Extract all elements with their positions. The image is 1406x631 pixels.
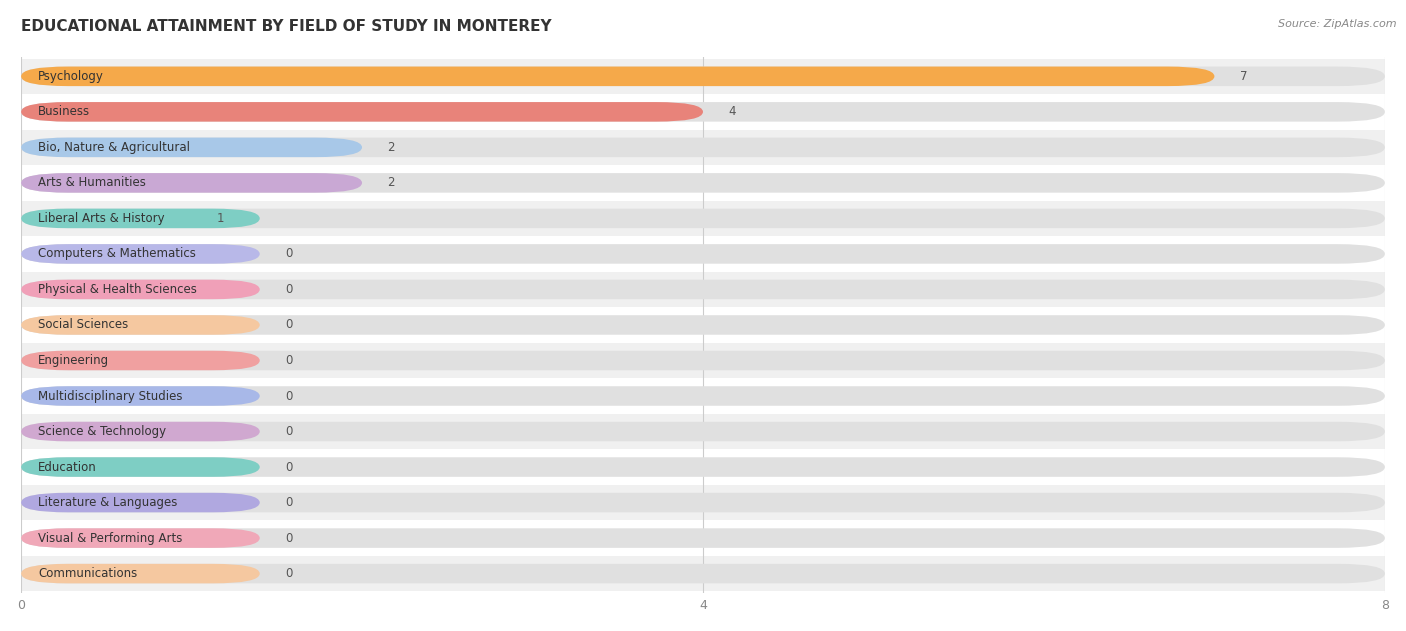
FancyBboxPatch shape (21, 485, 1385, 521)
Text: Science & Technology: Science & Technology (38, 425, 166, 438)
FancyBboxPatch shape (21, 102, 703, 122)
Text: 0: 0 (285, 567, 292, 580)
Text: 0: 0 (285, 425, 292, 438)
Text: 1: 1 (217, 212, 225, 225)
FancyBboxPatch shape (21, 414, 1385, 449)
FancyBboxPatch shape (21, 422, 1385, 441)
FancyBboxPatch shape (21, 138, 363, 157)
Text: Physical & Health Sciences: Physical & Health Sciences (38, 283, 197, 296)
Text: Education: Education (38, 461, 97, 473)
FancyBboxPatch shape (21, 165, 1385, 201)
FancyBboxPatch shape (21, 316, 260, 334)
Text: 0: 0 (285, 283, 292, 296)
FancyBboxPatch shape (21, 173, 363, 192)
Text: Engineering: Engineering (38, 354, 110, 367)
FancyBboxPatch shape (21, 236, 1385, 272)
FancyBboxPatch shape (21, 351, 260, 370)
Text: 7: 7 (1240, 70, 1247, 83)
Text: Literature & Languages: Literature & Languages (38, 496, 177, 509)
Text: 0: 0 (285, 247, 292, 261)
Text: 0: 0 (285, 319, 292, 331)
FancyBboxPatch shape (21, 66, 1215, 86)
FancyBboxPatch shape (21, 449, 1385, 485)
FancyBboxPatch shape (21, 244, 1385, 264)
Text: Bio, Nature & Agricultural: Bio, Nature & Agricultural (38, 141, 190, 154)
FancyBboxPatch shape (21, 378, 1385, 414)
FancyBboxPatch shape (21, 457, 260, 477)
Text: Computers & Mathematics: Computers & Mathematics (38, 247, 195, 261)
FancyBboxPatch shape (21, 351, 1385, 370)
FancyBboxPatch shape (21, 209, 260, 228)
FancyBboxPatch shape (21, 272, 1385, 307)
Text: 2: 2 (388, 177, 395, 189)
FancyBboxPatch shape (21, 316, 1385, 334)
FancyBboxPatch shape (21, 493, 1385, 512)
Text: Liberal Arts & History: Liberal Arts & History (38, 212, 165, 225)
FancyBboxPatch shape (21, 280, 1385, 299)
Text: Social Sciences: Social Sciences (38, 319, 128, 331)
Text: 0: 0 (285, 354, 292, 367)
FancyBboxPatch shape (21, 564, 260, 584)
FancyBboxPatch shape (21, 422, 260, 441)
Text: Business: Business (38, 105, 90, 119)
FancyBboxPatch shape (21, 173, 1385, 192)
FancyBboxPatch shape (21, 564, 1385, 584)
Text: 0: 0 (285, 461, 292, 473)
FancyBboxPatch shape (21, 307, 1385, 343)
FancyBboxPatch shape (21, 521, 1385, 556)
FancyBboxPatch shape (21, 244, 260, 264)
Text: Communications: Communications (38, 567, 138, 580)
Text: Source: ZipAtlas.com: Source: ZipAtlas.com (1278, 19, 1396, 29)
FancyBboxPatch shape (21, 129, 1385, 165)
FancyBboxPatch shape (21, 528, 1385, 548)
FancyBboxPatch shape (21, 457, 1385, 477)
Text: 4: 4 (728, 105, 737, 119)
FancyBboxPatch shape (21, 59, 1385, 94)
Text: 2: 2 (388, 141, 395, 154)
FancyBboxPatch shape (21, 386, 260, 406)
Text: Visual & Performing Arts: Visual & Performing Arts (38, 531, 183, 545)
Text: 0: 0 (285, 389, 292, 403)
Text: Psychology: Psychology (38, 70, 104, 83)
FancyBboxPatch shape (21, 386, 1385, 406)
Text: Multidisciplinary Studies: Multidisciplinary Studies (38, 389, 183, 403)
FancyBboxPatch shape (21, 102, 1385, 122)
Text: 0: 0 (285, 531, 292, 545)
FancyBboxPatch shape (21, 94, 1385, 129)
Text: Arts & Humanities: Arts & Humanities (38, 177, 146, 189)
FancyBboxPatch shape (21, 138, 1385, 157)
Text: 0: 0 (285, 496, 292, 509)
FancyBboxPatch shape (21, 66, 1385, 86)
FancyBboxPatch shape (21, 201, 1385, 236)
Text: EDUCATIONAL ATTAINMENT BY FIELD OF STUDY IN MONTEREY: EDUCATIONAL ATTAINMENT BY FIELD OF STUDY… (21, 19, 551, 34)
FancyBboxPatch shape (21, 209, 1385, 228)
FancyBboxPatch shape (21, 528, 260, 548)
FancyBboxPatch shape (21, 493, 260, 512)
FancyBboxPatch shape (21, 280, 260, 299)
FancyBboxPatch shape (21, 343, 1385, 378)
FancyBboxPatch shape (21, 556, 1385, 591)
